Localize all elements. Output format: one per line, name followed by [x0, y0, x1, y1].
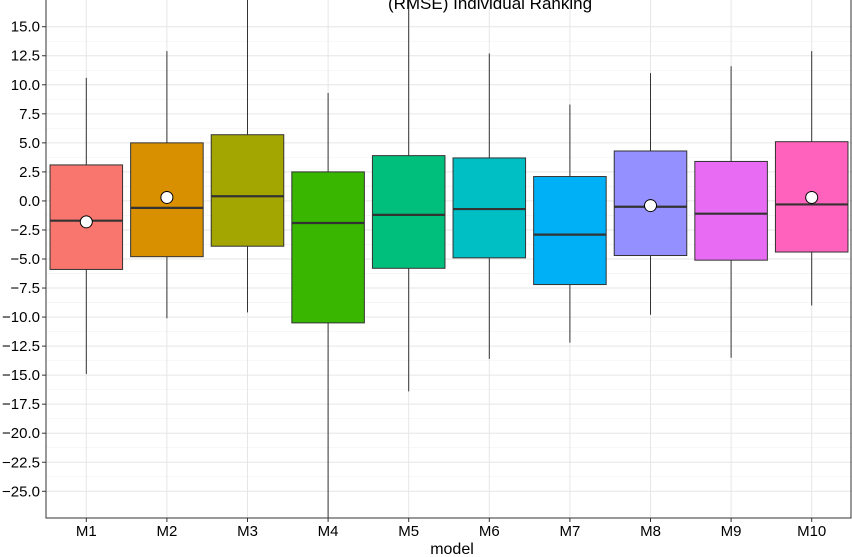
chart-title: (RMSE) Individual Ranking: [388, 0, 592, 13]
box-m3: [210, 0, 285, 313]
box-m10: [774, 51, 849, 306]
y-tick-label: 7.5: [19, 106, 40, 123]
y-tick-label: −20.0: [2, 425, 40, 442]
y-tick-label: −25.0: [2, 483, 40, 500]
y-tick-label: −22.5: [2, 454, 40, 471]
y-tick-label: −15.0: [2, 367, 40, 384]
box-m9: [694, 66, 768, 358]
x-tick-label-m6: M6: [479, 523, 500, 540]
box-body: [210, 134, 285, 247]
x-axis-title: model: [430, 541, 474, 557]
boxes: [49, 0, 849, 518]
x-tick-label-m8: M8: [640, 523, 661, 540]
box-m7: [533, 104, 607, 343]
box-m5: [371, 0, 446, 392]
y-tick-label: −17.5: [2, 396, 40, 413]
y-tick-label: 2.5: [19, 164, 40, 181]
box-m8: [613, 73, 688, 315]
y-tick-label: −7.5: [10, 280, 40, 297]
x-tick-label-m1: M1: [76, 523, 97, 540]
x-tick-label-m9: M9: [721, 523, 742, 540]
box-body: [371, 155, 446, 269]
y-tick-label: 12.5: [11, 48, 40, 65]
mean-point: [79, 215, 93, 229]
box-body: [291, 171, 365, 324]
x-tick-label-m10: M10: [797, 523, 826, 540]
x-tick-label-m5: M5: [398, 523, 419, 540]
y-tick-label: 15.0: [11, 19, 40, 36]
box-m1: [49, 77, 124, 374]
mean-point: [644, 199, 657, 213]
x-tick-label-m7: M7: [559, 523, 580, 540]
x-tick-label-m3: M3: [237, 523, 258, 540]
y-tick-label: −2.5: [10, 222, 40, 239]
box-body: [452, 157, 527, 259]
y-tick-labels: 15.0 12.5 10.0 7.5 5.0 2.5 0.0 −2.5 −5.0 −7.5 −10.…: [2, 19, 46, 500]
y-tick-label: −12.5: [2, 338, 40, 355]
y-tick-label: −10.0: [2, 309, 40, 326]
x-tick-label-m2: M2: [156, 523, 177, 540]
box-body: [533, 176, 607, 286]
x-tick-label-m4: M4: [318, 523, 339, 540]
box-body: [694, 160, 768, 261]
mean-point: [160, 190, 174, 204]
y-tick-label: 5.0: [19, 135, 40, 152]
y-tick-label: 0.0: [19, 193, 40, 210]
y-tick-label: −5.0: [10, 251, 40, 268]
x-tick-labels: M1 M2 M3 M4 M5 M6 M7 M8 M9 M10: [76, 518, 826, 540]
box-m6: [452, 53, 527, 359]
box-m2: [130, 51, 204, 319]
mean-point: [805, 190, 819, 204]
box-m4: [291, 92, 365, 518]
y-tick-label: 10.0: [11, 77, 40, 94]
